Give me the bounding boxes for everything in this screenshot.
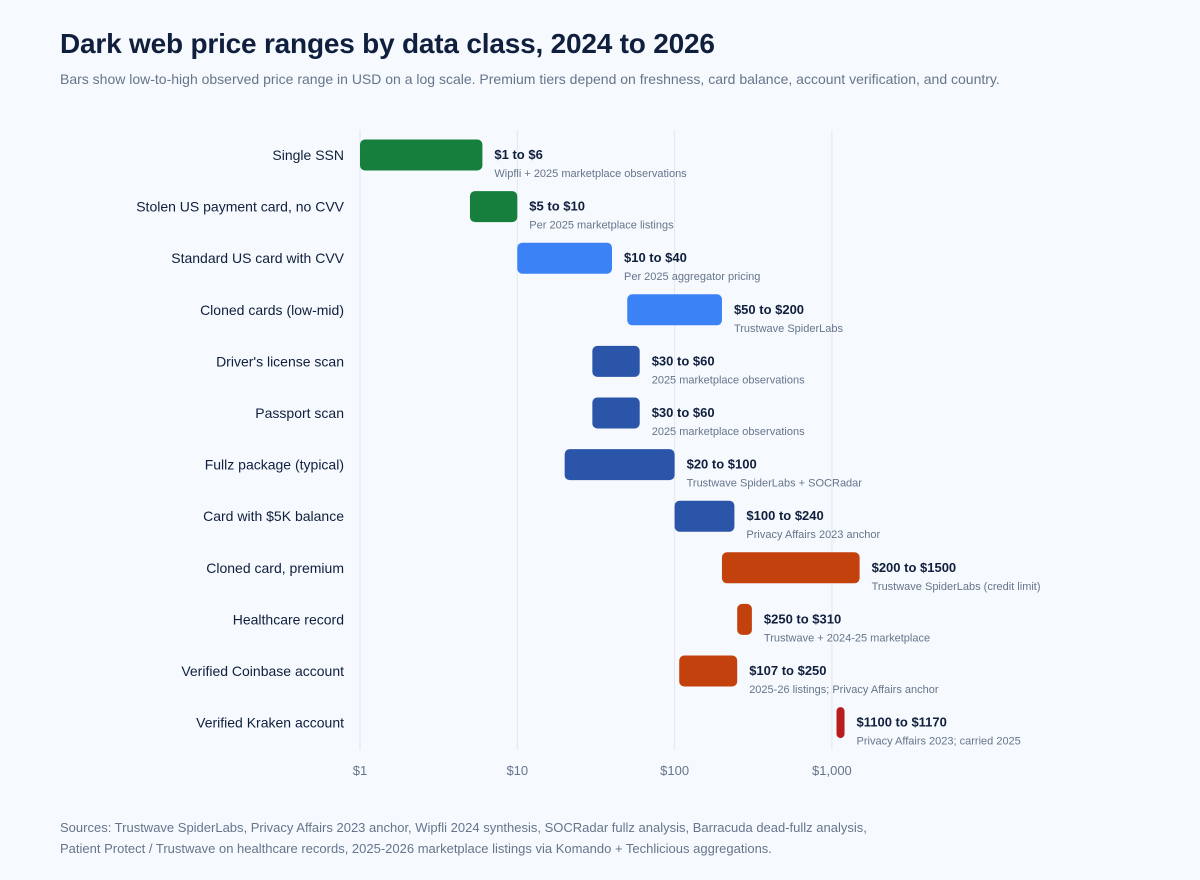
chart-row: Verified Kraken account $1100 to $1170 Pri… [196, 707, 1021, 748]
chart-subtitle: Bars show low-to-high observed price ran… [60, 71, 1000, 87]
chart-row: Card with $5K balance $100 to $240 Privacy… [203, 500, 880, 541]
chart-row: Cloned card, premium $200 to $1500 Trustwa… [206, 552, 1041, 593]
range-bar [469, 191, 518, 223]
range-chart: $1 $10 $100 $1,000 Single SSN $1 to $6 Wipfli… [136, 130, 1041, 778]
sources-footnote: Sources: Trustwave SpiderLabs, Privacy A… [60, 817, 960, 859]
range-value-label: $30 to $60 [652, 405, 715, 420]
chart-title: Dark web price ranges by data class, 202… [60, 28, 715, 59]
source-label: 2025-26 listings; Privacy Affairs anchor [749, 684, 939, 696]
source-label: Trustwave + 2024-25 marketplace [764, 632, 930, 644]
range-bar [592, 397, 640, 429]
x-axis-ticks: $1 $10 $100 $1,000 [353, 763, 852, 778]
range-bar [517, 242, 613, 274]
sources-line-1: Sources: Trustwave SpiderLabs, Privacy A… [60, 820, 867, 835]
sources-line-2: Patient Protect / Trustwave on healthcar… [60, 841, 772, 856]
range-value-label: $20 to $100 [687, 457, 757, 472]
range-bar [836, 707, 845, 739]
chart-row: Standard US card with CVV $10 to $40 Per 2… [171, 242, 760, 283]
category-label: Cloned card, premium [206, 560, 344, 576]
category-label: Passport scan [255, 405, 344, 421]
range-bar [564, 449, 675, 481]
source-label: Trustwave SpiderLabs + SOCRadar [687, 478, 863, 490]
chart-row: Passport scan $30 to $60 2025 marketplace … [255, 397, 805, 438]
chart-row: Verified Coinbase account $107 to $250 202… [181, 655, 939, 696]
x-tick-label: $1 [353, 763, 367, 778]
range-value-label: $1 to $6 [494, 147, 542, 162]
range-value-label: $1100 to $1170 [857, 715, 947, 730]
source-label: Per 2025 aggregator pricing [624, 271, 760, 283]
range-value-label: $107 to $250 [749, 663, 826, 678]
chart-row: Driver's license scan $30 to $60 2025 mark… [216, 345, 805, 386]
category-label: Single SSN [272, 147, 344, 163]
category-label: Verified Coinbase account [181, 663, 344, 679]
category-label: Card with $5K balance [203, 508, 344, 524]
chart-row: Single SSN $1 to $6 Wipfli + 2025 marketpl… [272, 139, 687, 180]
source-label: Trustwave SpiderLabs (credit limit) [872, 581, 1041, 593]
range-bar [360, 139, 483, 171]
range-bar [721, 552, 860, 584]
range-value-label: $50 to $200 [734, 302, 804, 317]
chart-rows: Single SSN $1 to $6 Wipfli + 2025 marketpl… [136, 139, 1041, 748]
source-label: Privacy Affairs 2023; carried 2025 [857, 736, 1021, 748]
range-value-label: $5 to $10 [529, 199, 585, 214]
category-label: Standard US card with CVV [171, 250, 344, 266]
source-label: Trustwave SpiderLabs [734, 323, 844, 335]
chart-row: Fullz package (typical) $20 to $100 Trustw… [205, 449, 863, 490]
chart-row: Stolen US payment card, no CVV $5 to $10 P… [136, 191, 674, 232]
category-label: Healthcare record [233, 611, 344, 627]
range-value-label: $100 to $240 [746, 508, 823, 523]
chart-row: Cloned cards (low-mid) $50 to $200 Trustwa… [200, 294, 843, 335]
category-label: Stolen US payment card, no CVV [136, 199, 344, 215]
source-label: 2025 marketplace observations [652, 374, 805, 386]
range-value-label: $10 to $40 [624, 250, 687, 265]
range-value-label: $250 to $310 [764, 611, 841, 626]
range-value-label: $30 to $60 [652, 353, 715, 368]
x-tick-label: $1,000 [812, 763, 852, 778]
source-label: Per 2025 marketplace listings [529, 220, 674, 232]
category-label: Cloned cards (low-mid) [200, 302, 344, 318]
range-bar [674, 500, 735, 532]
gridlines [359, 130, 833, 750]
x-tick-label: $100 [660, 763, 689, 778]
source-label: Wipfli + 2025 marketplace observations [494, 168, 687, 180]
category-label: Driver's license scan [216, 353, 344, 369]
range-bar [592, 345, 640, 377]
category-label: Fullz package (typical) [205, 457, 344, 473]
range-bar [627, 294, 722, 326]
x-tick-label: $10 [506, 763, 528, 778]
range-value-label: $200 to $1500 [872, 560, 957, 575]
chart-row: Healthcare record $250 to $310 Trustwave +… [233, 603, 930, 644]
source-label: 2025 marketplace observations [652, 426, 805, 438]
source-label: Privacy Affairs 2023 anchor [746, 529, 880, 541]
range-bar [737, 603, 752, 635]
range-bar [679, 655, 738, 687]
category-label: Verified Kraken account [196, 715, 344, 731]
